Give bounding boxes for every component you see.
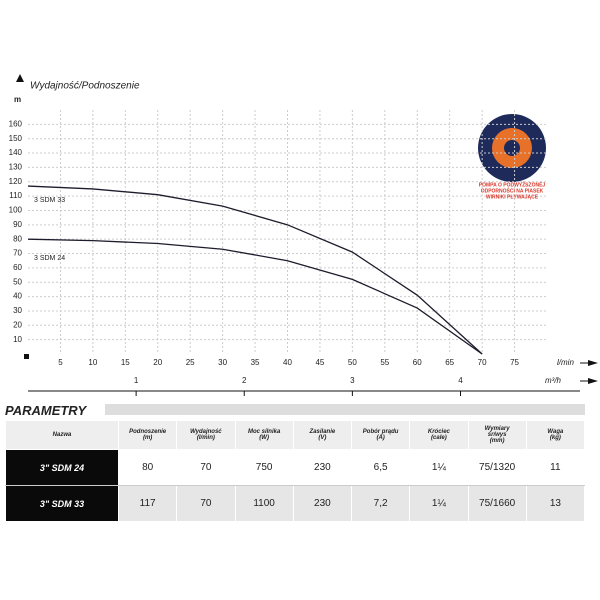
table-row: 3" SDM 24 80 70 750 230 6,5 1¼ 75/1320 11 xyxy=(5,449,586,486)
series-label: 3 SDM 24 xyxy=(34,255,65,262)
cell: 117 xyxy=(117,485,178,522)
badge-text: ODPORNOŚCI NA PIASEK xyxy=(481,187,544,194)
y-tick-label: 130 xyxy=(9,163,23,172)
header-cell: Waga (kg) xyxy=(525,420,586,450)
cell: 13 xyxy=(525,485,586,522)
header-cell: Wydajność (l/min) xyxy=(176,420,236,450)
x2-tick-label: 1 xyxy=(134,376,139,385)
badge xyxy=(478,114,546,182)
cell: 75/1660 xyxy=(467,485,527,522)
series-label: 3 SDM 33 xyxy=(34,197,65,204)
cell: 1100 xyxy=(234,485,294,522)
table-row: 3" SDM 33 117 70 1100 230 7,2 1¼ 75/1660 13 xyxy=(5,485,586,522)
x2-arrow xyxy=(588,378,598,384)
header-cell: Moc silnika (W) xyxy=(234,420,294,450)
badge-icon xyxy=(504,140,520,156)
y-tick-label: 10 xyxy=(13,335,22,344)
cell: 1¼ xyxy=(409,449,469,486)
y-tick-label: 160 xyxy=(9,119,23,128)
x-tick-label: 45 xyxy=(315,358,324,367)
name-cell: 3" SDM 33 xyxy=(5,485,119,522)
x-arrow xyxy=(588,360,598,366)
y-tick-label: 70 xyxy=(13,249,22,258)
cell: 70 xyxy=(176,449,236,486)
y-tick-label: 50 xyxy=(13,277,22,286)
cell: 230 xyxy=(292,449,353,486)
y-label: m xyxy=(14,95,21,104)
x-tick-label: 15 xyxy=(121,358,130,367)
x-tick-label: 5 xyxy=(58,358,63,367)
header-cell: Pobór prądu (A) xyxy=(350,420,411,450)
series-line xyxy=(27,185,483,355)
cell: 6,5 xyxy=(350,449,411,486)
x-tick-label: 30 xyxy=(218,358,227,367)
y-tick-label: 20 xyxy=(13,320,22,329)
x-tick-label: 55 xyxy=(380,358,389,367)
x2-tick-label: 2 xyxy=(242,376,247,385)
header-cell: Zasilanie (V) xyxy=(292,420,353,450)
name-cell: 3" SDM 24 xyxy=(5,449,119,486)
cell: 7,2 xyxy=(350,485,411,522)
series-line xyxy=(27,238,483,355)
y-tick-label: 100 xyxy=(9,206,23,215)
header-cell: Podnoszenie (m) xyxy=(117,420,178,450)
y-tick-label: 80 xyxy=(13,234,22,243)
x-label: l/min xyxy=(557,358,574,367)
badge-text: POMPA O PODWYŻSZONEJ xyxy=(479,181,546,188)
x2-label: m³/h xyxy=(545,376,562,385)
origin xyxy=(24,354,29,359)
x-tick-label: 10 xyxy=(88,358,97,367)
x-tick-label: 40 xyxy=(283,358,292,367)
x2-tick-label: 3 xyxy=(350,376,355,385)
x-tick-label: 50 xyxy=(348,358,357,367)
x-tick-label: 75 xyxy=(510,358,519,367)
y-tick-label: 40 xyxy=(13,292,22,301)
badge-text: WIRNIKI PŁYWAJĄCE xyxy=(486,194,539,200)
cell: 80 xyxy=(117,449,178,486)
cell: 230 xyxy=(292,485,353,522)
cell: 1¼ xyxy=(409,485,469,522)
x-tick-label: 20 xyxy=(153,358,162,367)
header-cell: Nazwa xyxy=(5,420,119,450)
x-tick-label: 70 xyxy=(478,358,487,367)
header-cell: Wymiary śr/wys (mm) xyxy=(467,420,527,450)
params-table: Nazwa Podnoszenie (m) Wydajność (l/min) Moc… xyxy=(5,420,586,522)
chart-title: Wydajność/Podnoszenie xyxy=(30,81,140,92)
x2-tick-label: 4 xyxy=(458,376,463,385)
cell: 750 xyxy=(234,449,294,486)
table-title-bar: PARAMETRY xyxy=(5,402,585,418)
cell: 75/1320 xyxy=(467,449,527,486)
x-tick-label: 60 xyxy=(413,358,422,367)
y-tick-label: 90 xyxy=(13,220,22,229)
y-tick-label: 140 xyxy=(9,148,23,157)
y-arrow xyxy=(16,74,24,82)
cell: 70 xyxy=(176,485,236,522)
header-cell: Króciec (cale) xyxy=(409,420,469,450)
x-tick-label: 35 xyxy=(251,358,260,367)
x-tick-label: 65 xyxy=(445,358,454,367)
y-tick-label: 30 xyxy=(13,306,22,315)
y-tick-label: 120 xyxy=(9,177,23,186)
x-tick-label: 25 xyxy=(186,358,195,367)
chart: Wydajność/Podnoszenie m l/min m³/h 10 20 3… xyxy=(9,74,598,396)
cell: 11 xyxy=(525,449,586,486)
y-tick-label: 150 xyxy=(9,134,23,143)
y-tick-label: 110 xyxy=(9,191,22,200)
y-tick-label: 60 xyxy=(13,263,22,272)
table-title: PARAMETRY xyxy=(5,403,93,418)
